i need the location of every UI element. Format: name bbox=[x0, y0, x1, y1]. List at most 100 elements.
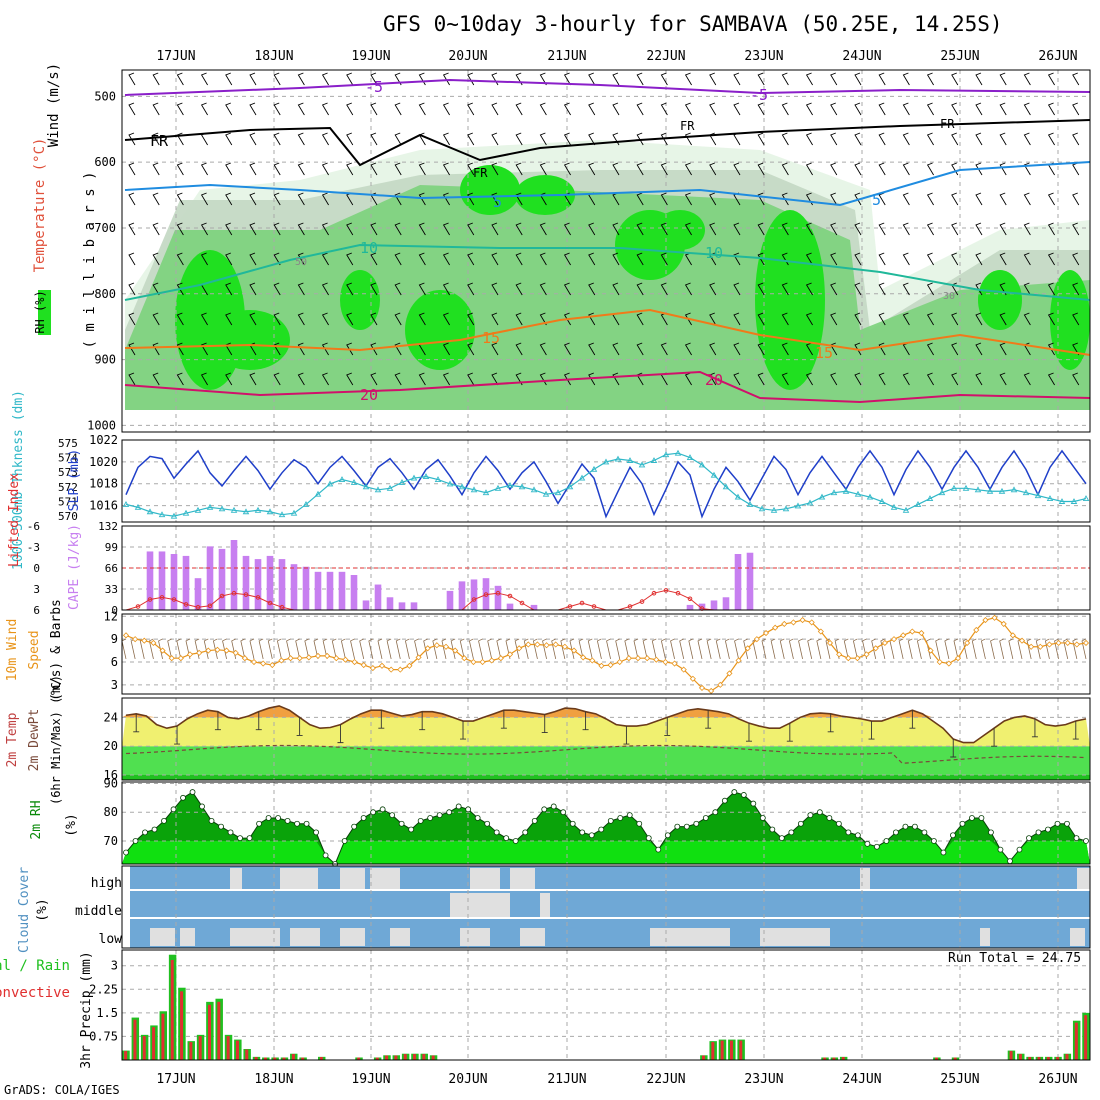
wind-barb bbox=[273, 162, 281, 176]
wind-barb-10m bbox=[971, 638, 977, 660]
wind-barb-10m bbox=[871, 638, 877, 660]
thickness-point bbox=[530, 486, 538, 493]
wind-barb bbox=[805, 132, 813, 146]
rh2m-point bbox=[284, 817, 291, 824]
thickness-point bbox=[758, 505, 766, 512]
rh2m-point bbox=[797, 820, 804, 827]
wind-barb bbox=[467, 372, 475, 386]
wind-barb bbox=[926, 162, 934, 176]
thickness-tick-label: 572 bbox=[58, 481, 78, 494]
wind-barb-10m bbox=[176, 638, 182, 660]
wind-barb bbox=[926, 192, 934, 206]
wind-barb-10m bbox=[450, 638, 456, 660]
wind-barb bbox=[999, 72, 1007, 86]
thickness-point bbox=[578, 474, 586, 481]
cape-tick-label: 99 bbox=[105, 541, 118, 554]
wind-barb bbox=[394, 222, 402, 236]
rh2m-point bbox=[427, 815, 434, 821]
wind-barb bbox=[394, 72, 402, 86]
thickness-point bbox=[1022, 489, 1030, 496]
isotherm-t_15 bbox=[124, 308, 1091, 356]
thickness-point bbox=[158, 511, 166, 518]
wind-barb bbox=[321, 252, 329, 266]
wind-barb bbox=[830, 162, 838, 176]
wind-speed-point bbox=[1082, 639, 1090, 647]
thickness-point bbox=[146, 508, 154, 515]
wind-barb bbox=[128, 372, 136, 386]
wind-barb bbox=[999, 222, 1007, 236]
thickness-point bbox=[938, 489, 946, 496]
wind-barb bbox=[684, 282, 692, 296]
wind-barb bbox=[370, 162, 378, 176]
wind-barb bbox=[539, 252, 547, 266]
rh-core-region bbox=[405, 290, 475, 370]
wind-barb bbox=[128, 252, 136, 266]
wind-barb-10m bbox=[1008, 638, 1014, 660]
wind-barb bbox=[225, 312, 233, 326]
wind-barb bbox=[1023, 162, 1031, 176]
wind-speed-point bbox=[452, 647, 459, 654]
cloud-high-block bbox=[1077, 868, 1090, 890]
wind-barb bbox=[854, 282, 862, 296]
wind-barb-10m bbox=[231, 638, 237, 660]
wind-barb bbox=[1023, 102, 1031, 116]
wind-speed-point bbox=[900, 632, 907, 639]
wind-barb bbox=[515, 252, 523, 266]
rh2m-point bbox=[170, 806, 177, 813]
slp-tick-label: 1020 bbox=[89, 455, 118, 469]
thickness-point bbox=[458, 483, 466, 490]
thickness-point bbox=[734, 493, 742, 500]
cape-bar bbox=[206, 546, 214, 610]
wind-speed-point bbox=[1037, 643, 1044, 650]
wind-barb bbox=[805, 72, 813, 86]
precip-convective-bar bbox=[282, 1057, 286, 1060]
thickness-point bbox=[794, 502, 802, 509]
grads-credit: GrADS: COLA/IGES bbox=[4, 1083, 120, 1097]
li-point bbox=[243, 592, 249, 597]
precip-convective-bar bbox=[235, 1040, 239, 1060]
precip-convective-bar bbox=[208, 1004, 212, 1060]
wind-speed-point bbox=[964, 639, 971, 647]
dewpoint-base-band bbox=[122, 774, 1090, 780]
rh2m-point bbox=[436, 812, 443, 818]
cloud-low-block bbox=[790, 928, 815, 946]
precip-convective-bar bbox=[823, 1057, 827, 1060]
isotherm-label: 15 bbox=[482, 329, 500, 347]
wind-barb bbox=[539, 282, 547, 296]
wind-barb bbox=[128, 222, 136, 236]
y-tick-label: 800 bbox=[94, 287, 116, 301]
wind-barb bbox=[733, 72, 741, 86]
precip-convective-bar bbox=[254, 1057, 258, 1060]
temperature-range-bar bbox=[378, 710, 385, 729]
wind-barb bbox=[442, 192, 450, 206]
wind-barb bbox=[346, 72, 354, 86]
wind-barb-10m bbox=[331, 638, 337, 660]
wind-barb-10m bbox=[743, 638, 749, 660]
wind-barb-10m bbox=[249, 638, 255, 660]
wind-barb bbox=[830, 222, 838, 236]
wind-barb-10m bbox=[386, 638, 392, 660]
wind-barb bbox=[467, 312, 475, 326]
wind-barb bbox=[588, 162, 596, 176]
y-tick-label: 500 bbox=[94, 89, 116, 103]
wind-barb bbox=[781, 102, 789, 116]
li-axis-label: Lifted Index bbox=[7, 473, 22, 567]
x-tick-label-top: 24JUN bbox=[842, 49, 881, 64]
wind-barb bbox=[321, 342, 329, 356]
temp-tick-label: 24 bbox=[104, 710, 118, 724]
wind-barb bbox=[491, 342, 499, 356]
wind-barb bbox=[128, 132, 136, 146]
li-point bbox=[519, 600, 525, 606]
thickness-point bbox=[314, 490, 322, 497]
wind-barb-10m bbox=[194, 638, 200, 660]
wind-barb bbox=[273, 372, 281, 386]
wind-barb bbox=[951, 222, 959, 236]
cape-bar bbox=[242, 555, 250, 610]
wind-barb bbox=[370, 72, 378, 86]
wind-speed-point bbox=[314, 652, 322, 659]
wind-barb bbox=[926, 342, 934, 356]
rh2m-point bbox=[845, 829, 852, 836]
wind-speed-point bbox=[954, 655, 962, 662]
cape-bar bbox=[194, 578, 202, 610]
precip-convective-bar bbox=[729, 1040, 733, 1060]
